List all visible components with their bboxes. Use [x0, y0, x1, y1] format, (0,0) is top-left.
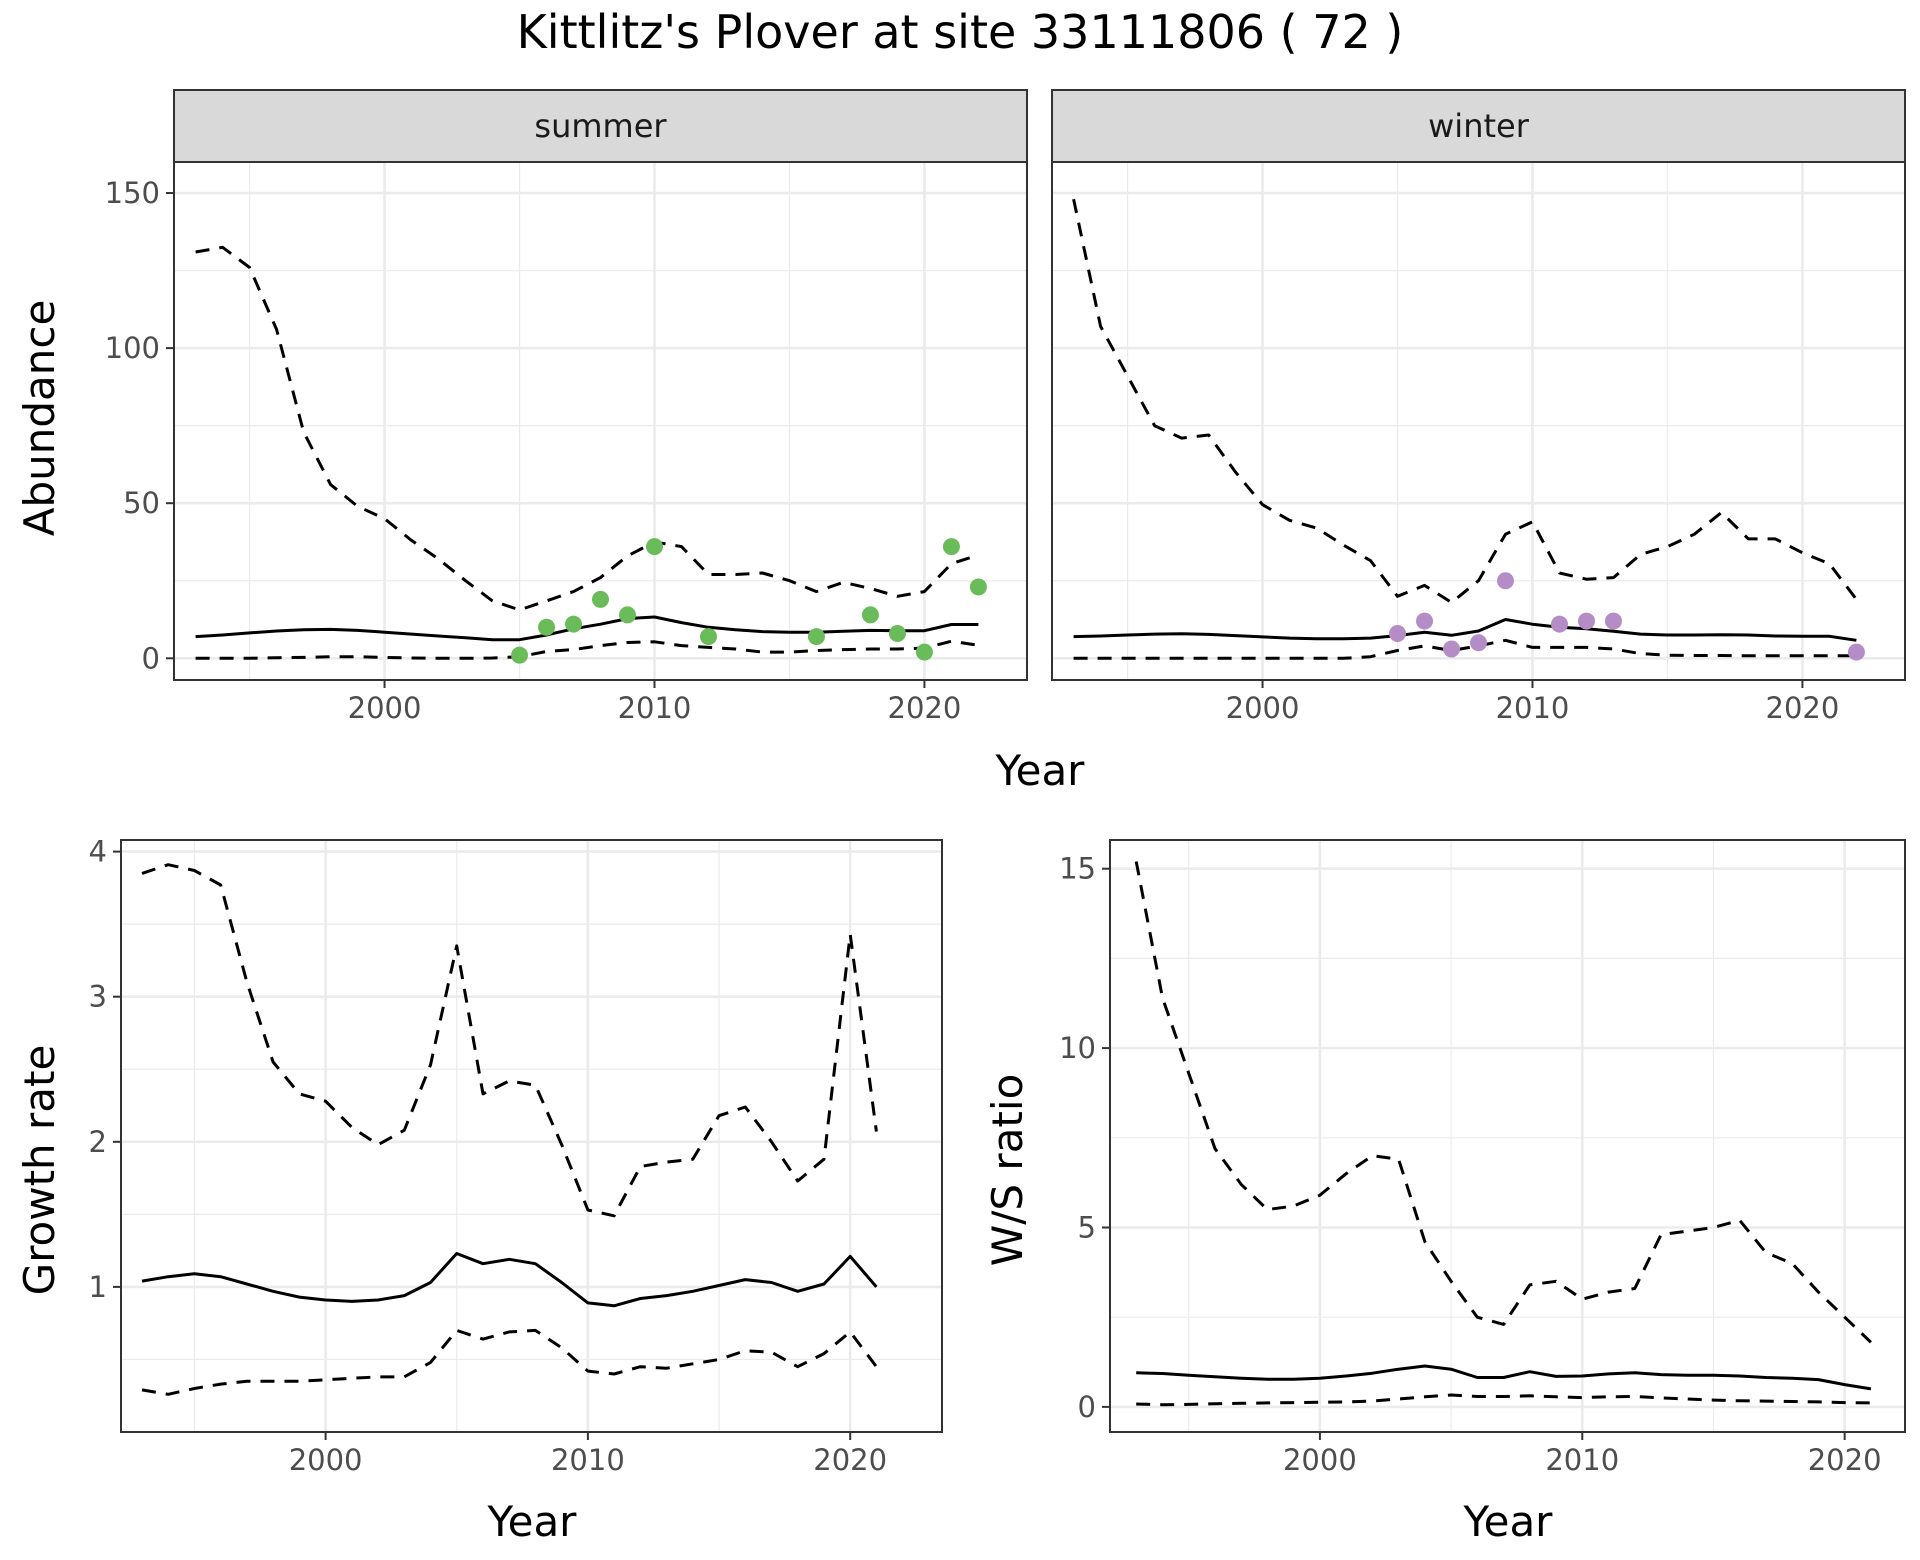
figure-title: Kittlitz's Plover at site 33111806 ( 72 … [517, 5, 1404, 59]
observed-count-point [592, 590, 609, 608]
y-tick-label: 50 [123, 486, 160, 520]
observed-count-point [1389, 624, 1407, 642]
x-tick-label: 2020 [1766, 691, 1840, 725]
panel-background [1110, 840, 1905, 1432]
observed-count-point [915, 643, 933, 661]
panel-border [120, 839, 943, 1433]
x-tick-label: 2020 [813, 1443, 887, 1477]
mean-line [1136, 1364, 1872, 1391]
facet-strip [173, 89, 1028, 163]
x-tick-label: 2010 [1545, 1443, 1619, 1477]
abundance-y-axis-title: Abundance [15, 300, 64, 537]
upper-bound-line [141, 863, 878, 1218]
observed-count-point [1847, 643, 1865, 661]
y-tick-label: 15 [1059, 852, 1096, 886]
growth-rate-panel: 2000 2010 2020 1 2 3 4 [89, 835, 943, 1477]
y-tick-label: 3 [89, 980, 107, 1014]
summer-abundance-panel: 2000 2010 2020 0 50 100 150 summer [105, 89, 1028, 725]
observed-count-point [1577, 612, 1595, 630]
facet-strip [1051, 89, 1906, 163]
observed-count-point [1604, 612, 1622, 630]
x-tick-label: 2010 [551, 1443, 625, 1477]
lower-bound-line [1136, 1393, 1871, 1407]
lower-bound-line [1073, 638, 1857, 660]
mean-line [1073, 618, 1857, 642]
y-tick-label: 10 [1059, 1031, 1096, 1065]
lower-bound-line [195, 639, 979, 660]
mean-line [141, 1252, 878, 1308]
winter-abundance-panel: 2000 2010 2020 winter [1051, 89, 1906, 725]
lower-bound-line [141, 1328, 878, 1396]
facet-strip-label: summer [534, 107, 667, 145]
observed-count-point [699, 628, 717, 646]
observed-count-point [861, 606, 879, 624]
y-tick-label: 150 [105, 176, 160, 210]
observed-count-point [565, 615, 583, 633]
ratio-x-axis-title: Year [1463, 1497, 1554, 1546]
growth-y-axis-title: Growth rate [15, 1045, 64, 1296]
x-tick-label: 2000 [348, 691, 422, 725]
growth-x-axis-title: Year [487, 1497, 578, 1546]
observed-count-point [511, 646, 529, 664]
x-tick-label: 2000 [1283, 1443, 1357, 1477]
upper-bound-line [1072, 198, 1858, 604]
observed-count-point [1470, 634, 1487, 652]
observed-count-point [969, 578, 987, 596]
panel-border [1109, 839, 1906, 1433]
x-tick-label: 2010 [1496, 691, 1570, 725]
y-tick-label: 2 [89, 1125, 107, 1159]
mean-line [195, 615, 979, 642]
ratio-y-axis-title: W/S ratio [983, 1074, 1032, 1267]
observed-count-point [888, 624, 906, 642]
observed-count-point [1496, 572, 1514, 590]
observed-count-point [538, 618, 556, 636]
y-tick-label: 0 [1078, 1390, 1096, 1424]
ws-ratio-panel: 2000 2010 2020 0 5 10 15 [1059, 839, 1906, 1477]
x-tick-label: 2000 [1226, 691, 1300, 725]
observed-count-point [1550, 615, 1568, 633]
abundance-axes: Abundance Year [15, 300, 1085, 795]
y-tick-label: 4 [89, 835, 107, 869]
observed-count-point [618, 606, 636, 624]
observed-count-point [1416, 612, 1434, 630]
facet-strip-label: winter [1428, 107, 1530, 145]
observed-count-point [645, 538, 663, 556]
y-tick-label: 1 [89, 1270, 107, 1304]
observed-count-point [1443, 640, 1461, 658]
y-tick-label: 0 [142, 641, 160, 675]
abundance-x-axis-title: Year [995, 746, 1086, 795]
x-tick-label: 2000 [289, 1443, 363, 1477]
x-tick-label: 2020 [888, 691, 962, 725]
x-tick-label: 2010 [618, 691, 692, 725]
panel-background [1052, 162, 1905, 680]
observed-count-point [807, 628, 825, 646]
upper-bound-line [1134, 861, 1872, 1344]
x-tick-label: 2020 [1808, 1443, 1882, 1477]
observed-count-point [942, 538, 960, 556]
y-tick-label: 5 [1078, 1210, 1096, 1244]
panel-background [121, 840, 942, 1432]
y-tick-label: 100 [105, 331, 160, 365]
